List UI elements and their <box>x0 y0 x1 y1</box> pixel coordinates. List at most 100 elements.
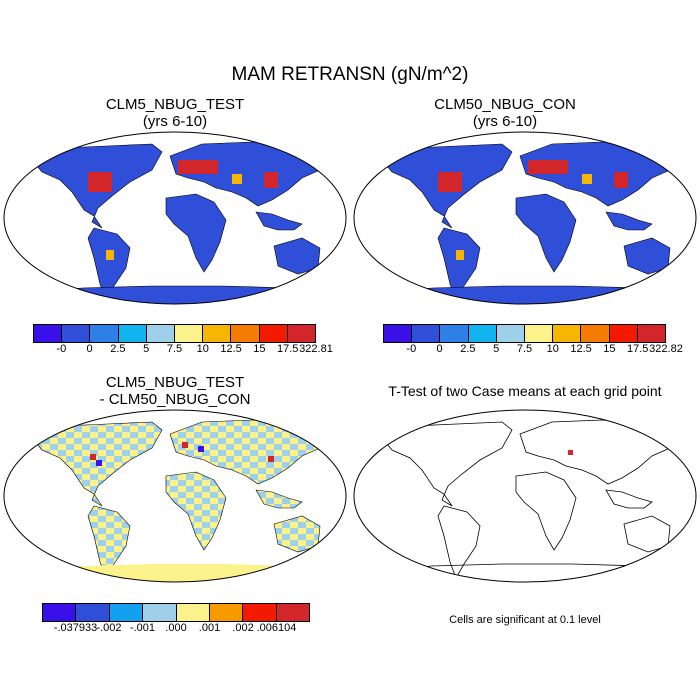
colorbar-test-label-1: 0 <box>86 343 93 355</box>
colorbar-control-label-4: 7.5 <box>516 343 533 355</box>
colorbar-test-swatch-6 <box>203 325 232 342</box>
colorbar-control-swatch-3 <box>468 325 497 342</box>
coast-north-america <box>381 421 513 507</box>
coast-antarctica <box>371 563 683 573</box>
colorbar-control-swatch-7 <box>581 325 610 342</box>
colorbar-test-swatch-9 <box>287 325 316 342</box>
colorbar-control-label-2: 2.5 <box>460 343 476 355</box>
colorbar-difference-label-2: -.001 <box>129 622 156 634</box>
diff-cell-us-hot <box>90 454 96 460</box>
map-control-border <box>353 131 697 305</box>
colorbar-test-swatch-1 <box>62 325 91 342</box>
colorbar-difference-label-5: .002 <box>232 622 254 634</box>
colorbar-control-labels: -0 0 2.5 5 7.5 10 12.5 15 17.5 322.82 <box>383 343 682 357</box>
panel-test-title-line2: (yrs 6-10) <box>142 113 208 130</box>
colorbar-difference-swatch-0 <box>43 604 77 621</box>
colorbar-difference: -.037933 -.002 -.001 .000 .001 .002.006104 <box>42 603 310 636</box>
hotspot-europe <box>178 160 218 174</box>
map-test-border <box>3 131 347 305</box>
panel-difference-title-line2: - CLM50_NBUG_CON <box>99 391 251 408</box>
colorbar-control-swatch-4 <box>496 325 526 342</box>
colorbar-test-label-4: 7.5 <box>166 343 183 355</box>
colorbar-difference-swatch-5 <box>209 604 244 621</box>
colorbar-control-label-5: 10 <box>546 343 559 355</box>
land-africa <box>165 471 227 551</box>
colorbar-test-swatch-7 <box>231 325 260 342</box>
panel-ttest-title: T-Test of two Case means at each grid po… <box>388 383 662 399</box>
colorbar-test-swatch-2 <box>90 325 119 342</box>
colorbar-test-swatch-8 <box>259 325 288 342</box>
colorbar-test-label-6: 12.5 <box>220 343 242 355</box>
land-antarctica <box>21 285 333 304</box>
map-difference <box>3 409 347 583</box>
colorbar-test: -0 0 2.5 5 7.5 10 12.5 15 17.5 322.81 <box>33 324 333 357</box>
land-africa <box>515 193 577 273</box>
hotspot-eastern-us <box>88 172 112 192</box>
colorbar-difference-label-3: .000 <box>165 622 187 634</box>
hotspot-east-asia <box>614 172 628 188</box>
panel-control-title-line1: CLM50_NBUG_CON <box>434 96 576 113</box>
map-difference-extremes <box>90 442 274 466</box>
map-difference-border <box>3 409 347 583</box>
colorbar-control-label-8: 17.5 <box>626 343 649 355</box>
coast-eurasia <box>519 419 683 485</box>
colorbar-control-swatch-8 <box>609 325 638 342</box>
colorbar-difference-swatch-2 <box>109 604 144 621</box>
map-test-hotspots <box>88 160 278 260</box>
map-control-hotspots <box>438 160 628 260</box>
land-se-asia <box>255 211 303 231</box>
coast-south-america <box>437 505 481 579</box>
colorbar-test-swatch-3 <box>118 325 147 342</box>
map-control <box>353 131 697 305</box>
hotspot-eastern-us <box>438 172 462 192</box>
colorbar-difference-swatch-7 <box>276 604 309 621</box>
land-antarctica <box>22 564 332 582</box>
panel-ttest-note: Cells are significant at 0.1 level <box>449 614 601 626</box>
map-control-land <box>371 141 683 304</box>
panel-test-title-line1: CLM5_NBUG_TEST <box>105 96 245 113</box>
colorbar-test-swatch-0 <box>34 325 63 342</box>
colorbar-test-label-0: -0 <box>56 343 67 355</box>
colorbar-test-label-2: 2.5 <box>110 343 126 355</box>
colorbar-difference-swatch-3 <box>143 604 177 621</box>
significant-cell <box>568 450 573 455</box>
panel-difference-title: CLM5_NBUG_TEST - CLM50_NBUG_CON <box>20 374 330 408</box>
colorbar-control-swatch-0 <box>384 325 413 342</box>
panel-control-title-line2: (yrs 6-10) <box>472 113 538 130</box>
hotspot-south-america <box>456 250 464 260</box>
map-test <box>3 131 347 305</box>
map-difference-land <box>22 419 333 582</box>
map-ttest-coastlines <box>371 419 683 579</box>
hotspot-central-asia <box>582 174 592 184</box>
colorbar-test-swatch-5 <box>175 325 204 342</box>
main-title: MAM RETRANSN (gN/m^2) <box>231 64 469 85</box>
coast-africa <box>515 471 577 551</box>
colorbar-difference-swatch-6 <box>243 604 277 621</box>
colorbar-control-label-1: 0 <box>436 343 443 355</box>
colorbar-difference-swatches <box>42 603 310 622</box>
colorbar-control-label-7: 15 <box>603 343 616 355</box>
colorbar-control-swatches <box>383 324 666 343</box>
land-antarctica <box>371 285 683 304</box>
colorbar-control-label-6: 12.5 <box>570 343 592 355</box>
map-ttest-border <box>353 409 697 583</box>
colorbar-test-label-5: 10 <box>196 343 209 355</box>
colorbar-difference-swatch-4 <box>176 604 210 621</box>
colorbar-test-label-3: 5 <box>143 343 150 355</box>
land-se-asia <box>605 211 653 231</box>
land-africa <box>165 193 227 273</box>
colorbar-test-swatch-4 <box>146 325 176 342</box>
colorbar-test-label-9: 322.81 <box>299 343 333 355</box>
map-ttest <box>353 409 697 583</box>
land-se-asia <box>255 489 303 509</box>
colorbar-test-swatches <box>33 324 316 343</box>
colorbar-control-swatch-1 <box>412 325 441 342</box>
diff-cell-europe-hot <box>182 442 188 448</box>
colorbar-control-swatch-9 <box>637 325 666 342</box>
colorbar-test-label-8: 17.5 <box>276 343 299 355</box>
colorbar-test-label-7: 15 <box>253 343 266 355</box>
diff-cell-europe-cold <box>198 446 204 452</box>
hotspot-east-asia <box>264 172 278 188</box>
panel-control-title: CLM50_NBUG_CON (yrs 6-10) <box>350 96 660 130</box>
panel-test-title: CLM5_NBUG_TEST (yrs 6-10) <box>20 96 330 130</box>
